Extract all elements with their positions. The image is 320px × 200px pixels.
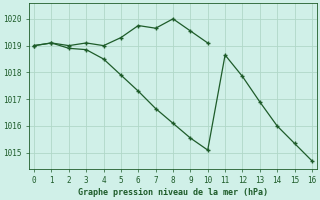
X-axis label: Graphe pression niveau de la mer (hPa): Graphe pression niveau de la mer (hPa) bbox=[78, 188, 268, 197]
